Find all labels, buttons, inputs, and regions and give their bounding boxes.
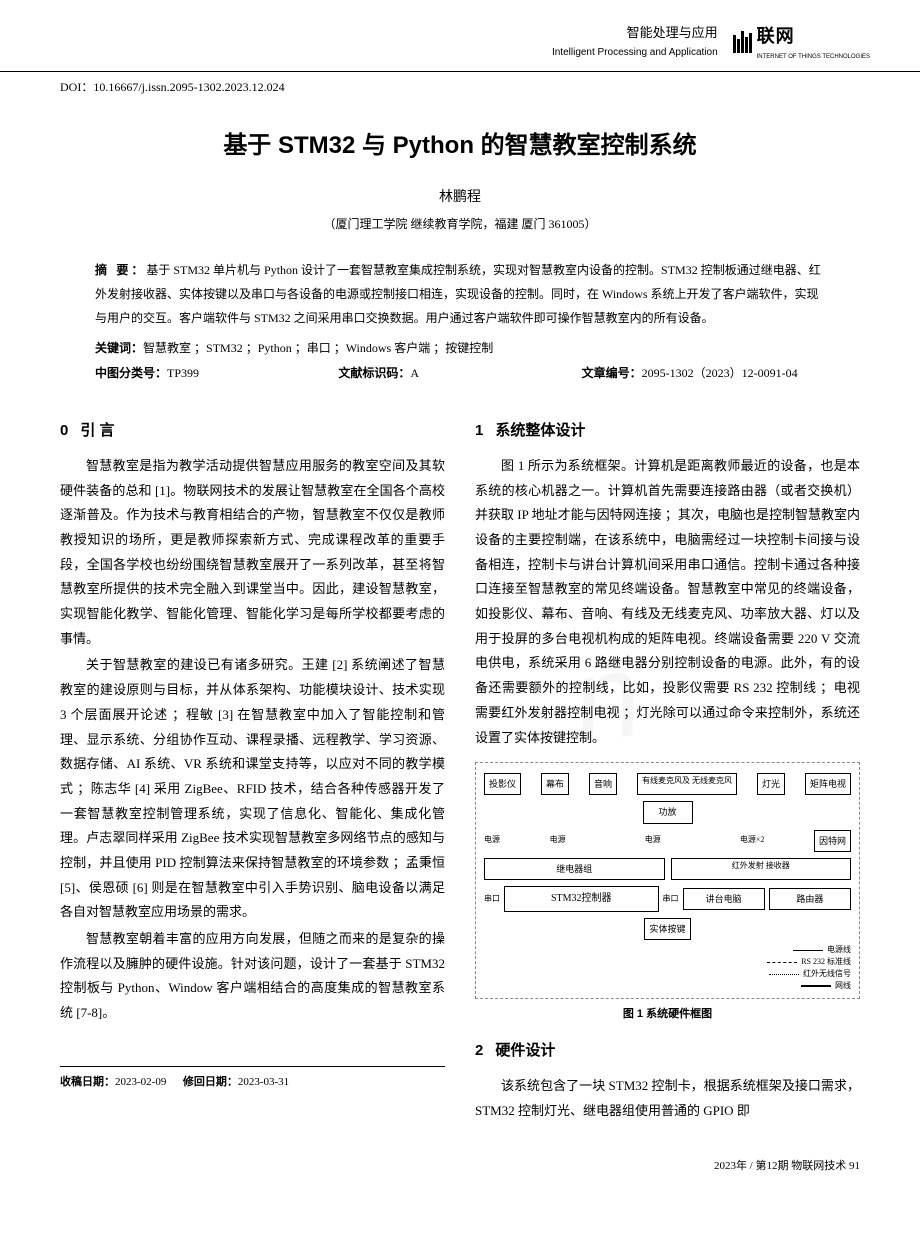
doc-code: A xyxy=(410,366,419,380)
node-keys: 实体按键 xyxy=(644,918,690,940)
node-ir: 红外发射 接收器 xyxy=(671,858,852,880)
article-title: 基于 STM32 与 Python 的智慧教室控制系统 xyxy=(60,124,860,167)
legend-4: 网线 xyxy=(835,980,851,992)
section-0-num: 0 xyxy=(60,422,68,439)
page-header: 智能处理与应用 Intelligent Processing and Appli… xyxy=(0,0,920,72)
section-2-heading: 硬件设计 xyxy=(495,1042,555,1059)
section-0-heading: 引 言 xyxy=(80,422,114,439)
revised-label: 修回日期： xyxy=(183,1076,238,1088)
section-0-title: 0 引 言 xyxy=(60,417,445,444)
meta-row: 中图分类号：TP399 文献标识码：A 文章编号：2095-1302（2023）… xyxy=(60,363,860,385)
section-1-title: 1 系统整体设计 xyxy=(475,417,860,444)
s0-p2: 关于智慧教室的建设已有诸多研究。王建 [2] 系统阐述了智慧教室的建设原则与目标… xyxy=(60,653,445,925)
figure-1-caption: 图 1 系统硬件框图 xyxy=(475,1005,860,1025)
node-tv: 矩阵电视 xyxy=(805,773,851,795)
serial-label-1: 串口 xyxy=(484,892,500,906)
page-footer: 2023年 / 第12期 物联网技术 91 xyxy=(0,1145,920,1197)
abstract-label: 摘 要： xyxy=(95,263,146,277)
figure-1-diagram: 投影仪 幕布 音响 有线麦克风及 无线麦克风 灯光 矩阵电视 功放 电源 电源 … xyxy=(475,762,860,999)
section-2-num: 2 xyxy=(475,1042,483,1059)
node-internet: 因特网 xyxy=(814,830,851,852)
header-category: 智能处理与应用 Intelligent Processing and Appli… xyxy=(552,21,718,62)
article-id: 2095-1302（2023）12-0091-04 xyxy=(642,366,798,380)
diagram-top-row: 投影仪 幕布 音响 有线麦克风及 无线麦克风 灯光 矩阵电视 xyxy=(484,773,851,795)
node-speaker: 音响 xyxy=(589,773,617,795)
section-1-num: 1 xyxy=(475,422,483,439)
main-content: DOI：10.16667/j.issn.2095-1302.2023.12.02… xyxy=(0,77,920,1145)
node-pc: 讲台电脑 xyxy=(683,888,765,910)
category-en: Intelligent Processing and Application xyxy=(552,44,718,62)
doc-code-label: 文献标识码： xyxy=(338,366,410,380)
left-column: 0 引 言 智慧教室是指为教学活动提供智慧应用服务的教室空间及其软硬件装备的总和 … xyxy=(60,405,445,1125)
node-screen: 幕布 xyxy=(541,773,569,795)
dates: 收稿日期：2023-02-09 修回日期：2023-03-31 xyxy=(60,1066,445,1093)
s0-p3: 智慧教室朝着丰富的应用方向发展，但随之而来的是复杂的操作流程以及臃肿的硬件设施。… xyxy=(60,927,445,1026)
keywords-text: 智慧教室 ；STM32 ；Python ；串口 ；Windows 客户端 ；按键… xyxy=(143,341,493,355)
node-projector: 投影仪 xyxy=(484,773,521,795)
s1-p1: 图 1 所示为系统框架。计算机是距离教师最近的设备，也是本系统的核心机器之一。计… xyxy=(475,454,860,750)
keywords: 关键词：智慧教室 ；STM32 ；Python ；串口 ；Windows 客户端… xyxy=(60,338,860,360)
power-label-2: 电源 xyxy=(645,833,661,847)
article-id-label: 文章编号： xyxy=(582,366,642,380)
logo-text: 联网 xyxy=(757,20,870,52)
clc: TP399 xyxy=(167,366,199,380)
legend-1: 电源线 xyxy=(827,944,851,956)
legend-2: RS 232 标准线 xyxy=(801,956,851,968)
node-light: 灯光 xyxy=(757,773,785,795)
s2-p1: 该系统包含了一块 STM32 控制卡，根据系统框架及接口需求，STM32 控制灯… xyxy=(475,1074,860,1123)
right-column: 1 系统整体设计 图 1 所示为系统框架。计算机是距离教师最近的设备，也是本系统的… xyxy=(475,405,860,1125)
power-label-1: 电源 xyxy=(550,833,566,847)
revised-date: 2023-03-31 xyxy=(238,1076,289,1088)
two-column-body: 0 引 言 智慧教室是指为教学活动提供智慧应用服务的教室空间及其软硬件装备的总和 … xyxy=(60,405,860,1125)
s0-p1: 智慧教室是指为教学活动提供智慧应用服务的教室空间及其软硬件装备的总和 [1]。物… xyxy=(60,454,445,652)
section-2-title: 2 硬件设计 xyxy=(475,1037,860,1064)
abstract: 摘 要：基于 STM32 单片机与 Python 设计了一套智慧教室集成控制系统… xyxy=(60,258,860,330)
diagram-legend: 电源线 RS 232 标准线 红外无线信号 网线 xyxy=(484,944,851,992)
doi: DOI：10.16667/j.issn.2095-1302.2023.12.02… xyxy=(60,77,860,99)
category-cn: 智能处理与应用 xyxy=(552,21,718,44)
node-router: 路由器 xyxy=(769,888,851,910)
legend-3: 红外无线信号 xyxy=(803,968,851,980)
node-mic: 有线麦克风及 无线麦克风 xyxy=(637,773,737,795)
received-label: 收稿日期： xyxy=(60,1076,115,1088)
journal-logo: 联网 INTERNET OF THINGS TECHNOLOGIES xyxy=(733,20,870,63)
logo-icon xyxy=(733,31,752,53)
keywords-label: 关键词： xyxy=(95,341,143,355)
author: 林鹏程 xyxy=(60,185,860,210)
clc-label: 中图分类号： xyxy=(95,366,167,380)
serial-label-2: 串口 xyxy=(663,892,679,906)
section-1-heading: 系统整体设计 xyxy=(495,422,585,439)
node-amp: 功放 xyxy=(643,801,693,823)
node-relay: 继电器组 xyxy=(484,858,665,880)
node-stm32: STM32控制器 xyxy=(504,886,659,912)
left-power-label: 电源 xyxy=(484,833,500,847)
affiliation: （厦门理工学院 继续教育学院，福建 厦门 361005） xyxy=(60,214,860,236)
received-date: 2023-02-09 xyxy=(115,1076,166,1088)
abstract-text: 基于 STM32 单片机与 Python 设计了一套智慧教室集成控制系统，实现对… xyxy=(95,263,821,325)
logo-subtitle: INTERNET OF THINGS TECHNOLOGIES xyxy=(757,52,870,63)
power-label-3: 电源×2 xyxy=(740,833,765,847)
